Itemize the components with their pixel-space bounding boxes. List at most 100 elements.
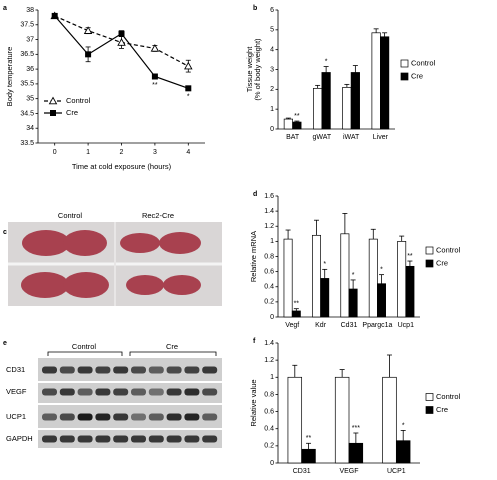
panel-letter: a <box>3 5 7 12</box>
panel-letter: c <box>3 229 7 236</box>
blot-row-label: CD31 <box>6 365 25 374</box>
blot-band <box>202 388 218 396</box>
blot-band <box>77 435 93 443</box>
y-tick-label: 0.6 <box>264 408 274 415</box>
bar <box>283 238 293 318</box>
bar <box>380 36 390 130</box>
legend-marker <box>50 110 56 116</box>
y-tick-label: 1.4 <box>264 340 274 347</box>
y-tick-label: 0.8 <box>264 391 274 398</box>
blot-band <box>184 413 200 421</box>
y-tick-label: 0.4 <box>264 426 274 433</box>
blot-band <box>148 413 164 421</box>
legend-swatch <box>425 406 434 414</box>
blot-band <box>166 435 182 443</box>
blot-band <box>42 388 57 396</box>
blot-band <box>184 366 200 374</box>
blot-band <box>59 435 75 443</box>
blot-band <box>95 388 111 396</box>
y-tick-label: 0.8 <box>264 253 274 260</box>
x-tick-label: Liver <box>373 134 389 141</box>
blot-band <box>42 366 57 374</box>
y-tick-label: 2 <box>270 86 274 93</box>
y-tick-label: 0 <box>270 314 274 321</box>
blot-band <box>42 435 57 443</box>
x-tick-label: 3 <box>153 149 157 156</box>
annotation: * <box>325 58 328 65</box>
marker <box>184 61 193 70</box>
blot-band <box>166 366 182 374</box>
blot-band <box>113 413 129 421</box>
annotation: ** <box>294 301 300 308</box>
annotation: * <box>323 261 326 268</box>
annotation: * <box>352 272 355 279</box>
blot-band <box>59 388 75 396</box>
bar <box>377 283 386 318</box>
y-axis-label: (% of body weight) <box>253 38 262 101</box>
bar <box>287 376 303 464</box>
marker <box>83 26 93 34</box>
y-tick-label: 1.6 <box>264 193 274 200</box>
y-tick-label: 34.5 <box>20 110 34 117</box>
bar <box>342 86 352 130</box>
legend-label: Control <box>436 245 461 254</box>
legend-swatch <box>425 259 434 268</box>
annotation: * <box>187 94 190 101</box>
panel-letter: f <box>253 338 256 345</box>
marker <box>185 85 192 92</box>
bar <box>313 87 323 130</box>
photo-panel: c Control Rec2-Cre <box>3 211 222 306</box>
bar <box>368 238 378 318</box>
group-bracket <box>47 351 217 356</box>
photo-label: Rec2-Cre <box>142 211 174 220</box>
marker <box>117 38 126 46</box>
blot-band <box>131 366 146 374</box>
y-tick-label: 1.2 <box>264 223 274 230</box>
y-tick-label: 6 <box>270 7 274 14</box>
group-label: Control <box>72 342 97 351</box>
y-axis-label: Tissue weight <box>245 46 254 92</box>
blot-band <box>131 388 146 396</box>
bar <box>301 448 316 464</box>
bar <box>340 233 350 318</box>
blot-row-label: GAPDH <box>6 434 33 443</box>
blot-band <box>202 435 218 443</box>
blot-band <box>113 435 129 443</box>
y-tick-label: 4 <box>270 47 274 54</box>
annotation: *** <box>352 425 360 432</box>
y-tick-label: 3 <box>270 66 274 73</box>
series-line <box>54 15 189 89</box>
y-tick-label: 0 <box>270 126 274 133</box>
y-tick-label: 38 <box>26 7 34 14</box>
blot-band <box>77 366 93 374</box>
x-tick-label: 0 <box>53 149 57 156</box>
blot-band <box>184 435 200 443</box>
blot-row-label: UCP1 <box>6 412 26 421</box>
annotation: * <box>380 266 383 273</box>
blot-band <box>77 413 93 421</box>
blot-band <box>166 413 182 421</box>
bar <box>348 288 358 318</box>
group-label: Cre <box>166 342 178 351</box>
legend-label: Cre <box>436 405 448 414</box>
legend-label: Control <box>411 58 436 67</box>
y-tick-label: 0.2 <box>264 443 274 450</box>
blot-band <box>59 366 75 374</box>
legend-swatch <box>425 393 434 401</box>
x-tick-label: 1 <box>86 149 90 156</box>
tissue <box>21 230 201 298</box>
y-tick-label: 35 <box>26 96 34 103</box>
blot-band <box>113 366 129 374</box>
x-tick-label: 2 <box>120 149 124 156</box>
blot-row-label: VEGF <box>6 387 27 396</box>
blot-band <box>166 388 182 396</box>
blot-band <box>131 435 146 443</box>
y-tick-label: 0.4 <box>264 284 274 291</box>
x-tick-label: Kdr <box>315 322 327 329</box>
blot-band <box>148 435 164 443</box>
blot-band <box>113 388 129 396</box>
x-tick-label: UCP1 <box>387 468 406 475</box>
legend-label: Cre <box>436 258 448 267</box>
bar <box>334 376 350 464</box>
x-tick-label: VEGF <box>339 468 358 475</box>
